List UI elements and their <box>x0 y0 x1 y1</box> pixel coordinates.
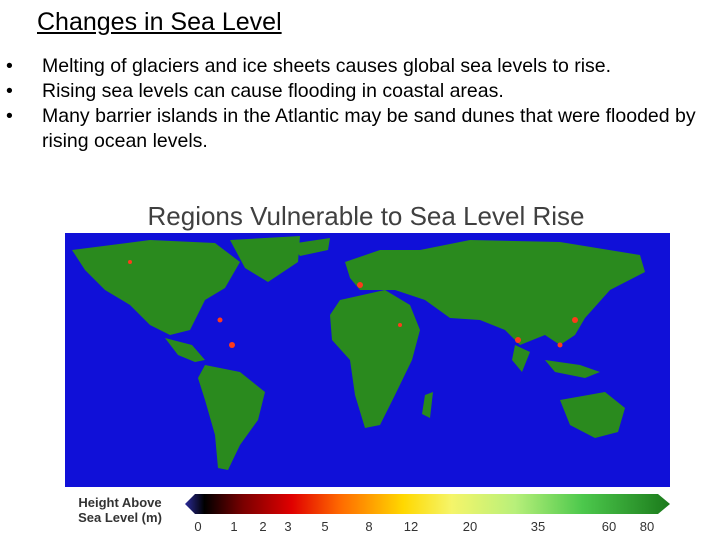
vulnerable-coasts <box>128 260 578 348</box>
legend-tick-label: 80 <box>640 519 654 534</box>
legend-tick-label: 20 <box>463 519 477 534</box>
legend-tick-label: 35 <box>531 519 545 534</box>
legend-tick-label: 0 <box>194 519 201 534</box>
color-bar <box>185 494 670 514</box>
bullet: Rising sea levels can cause flooding in … <box>0 79 712 104</box>
ocean <box>65 233 670 487</box>
legend: Height Above Sea Level (m) 0 1 2 3 5 8 12 20 35 6… <box>78 494 670 534</box>
legend-tick-label: 8 <box>365 519 372 534</box>
map-title: Regions Vulnerable to Sea Level Rise <box>148 201 585 231</box>
legend-tick-label: 60 <box>602 519 616 534</box>
slide-title: Changes in Sea Level <box>37 8 282 36</box>
bullet-list: Melting of glaciers and ice sheets cause… <box>0 54 712 154</box>
legend-tick-label: 3 <box>284 519 291 534</box>
legend-tick-label: 12 <box>404 519 418 534</box>
legend-tick-label: 2 <box>259 519 266 534</box>
legend-tick-label: 5 <box>321 519 328 534</box>
legend-label: Height Above <box>78 495 161 510</box>
map <box>65 233 670 487</box>
bullet: Melting of glaciers and ice sheets cause… <box>0 54 712 79</box>
legend-label: Sea Level (m) <box>78 510 162 525</box>
landmasses <box>72 236 645 470</box>
legend-tick-label: 1 <box>230 519 237 534</box>
bullet: Many barrier islands in the Atlantic may… <box>0 104 712 154</box>
